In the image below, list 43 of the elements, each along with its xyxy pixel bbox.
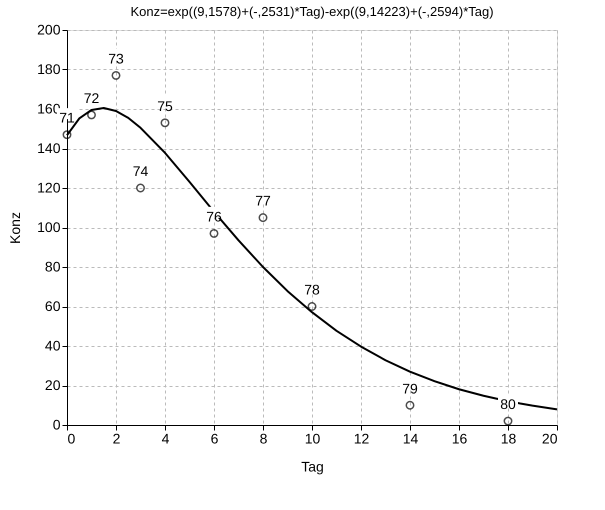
x-tick-label: 6 — [210, 430, 219, 446]
annotation: 80 — [500, 396, 516, 412]
point — [406, 400, 414, 410]
x-tick-label: 20 — [542, 430, 558, 446]
y-tick-label: 20 — [44, 377, 61, 393]
x-tick-label: 0 — [68, 430, 76, 446]
y-tick-label: 100 — [37, 219, 61, 235]
x-tick-label: 8 — [260, 430, 268, 446]
x-axis-title: Tag — [301, 458, 324, 474]
y-axis-title: Konz — [7, 212, 24, 244]
point — [210, 228, 218, 238]
point — [112, 70, 120, 80]
y-tick-label: 0 — [52, 416, 61, 432]
annotation: 78 — [304, 282, 320, 298]
point — [258, 213, 268, 222]
annotation: 71 — [59, 110, 75, 126]
annotation: 77 — [255, 192, 271, 209]
x-tick-label: 10 — [304, 430, 320, 446]
x-tick-label: 14 — [402, 430, 418, 446]
x-tick-label: 16 — [452, 430, 468, 446]
annotation: 73 — [108, 50, 124, 66]
point — [136, 184, 145, 192]
y-tick-label: 60 — [44, 298, 61, 314]
y-tick-label: 120 — [37, 180, 61, 196]
annotation: 74 — [132, 163, 148, 179]
x-tick-label: 12 — [354, 430, 370, 446]
point — [504, 416, 512, 426]
point — [308, 302, 316, 311]
y-tick-label: 40 — [44, 338, 61, 354]
annotation: 79 — [402, 380, 418, 396]
annotation: 72 — [84, 90, 100, 106]
y-tick-label: 80 — [44, 258, 61, 274]
annotation: 75 — [157, 98, 173, 114]
y-tick-label: 200 — [37, 22, 61, 38]
x-tick-label: 2 — [112, 430, 121, 446]
y-tick-label: 180 — [37, 61, 61, 77]
x-tick-label: 18 — [500, 430, 516, 446]
point — [87, 110, 96, 120]
point — [62, 130, 72, 140]
point — [160, 118, 170, 128]
x-tick-label: 4 — [162, 430, 170, 446]
y-tick-label: 140 — [37, 140, 61, 156]
chart-title: Konz=exp((9,1578)+(-,2531)*Tag)-exp((9,14223)+(-,2594)*Tag) — [130, 4, 494, 19]
